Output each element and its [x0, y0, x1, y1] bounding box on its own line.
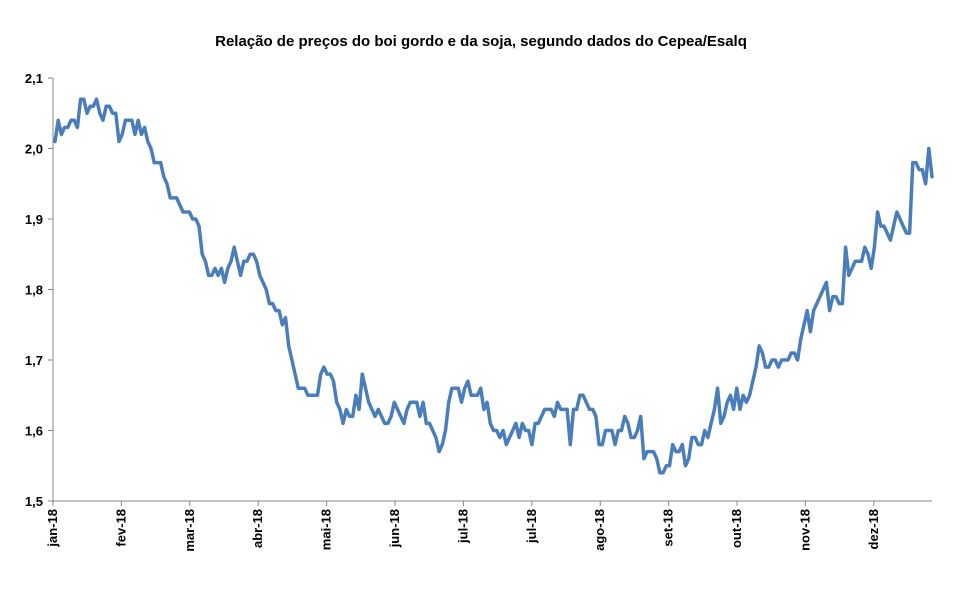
chart-title: Relação de preços do boi gordo e da soja… — [215, 33, 747, 50]
x-tick-label: abr-18 — [250, 509, 265, 548]
x-tick-label: ago-18 — [592, 509, 607, 551]
x-tick-label: mar-18 — [182, 509, 197, 552]
x-tick-label: jul-18 — [524, 509, 539, 544]
y-tick-label: 1,8 — [25, 283, 43, 298]
series-line — [53, 97, 934, 475]
y-tick-label: 1,7 — [25, 353, 43, 368]
x-tick-label: jun-18 — [387, 509, 402, 548]
x-tick-label: fev-18 — [113, 509, 128, 547]
x-tick-label: jul-18 — [455, 509, 470, 544]
y-tick-label: 2,0 — [25, 142, 43, 157]
x-tick-label: out-18 — [729, 509, 744, 548]
x-tick-label: mai-18 — [319, 509, 334, 550]
y-tick-label: 1,9 — [25, 212, 43, 227]
y-tick-label: 1,5 — [25, 494, 43, 509]
x-tick-label: set-18 — [661, 509, 676, 547]
plot-area — [53, 97, 934, 475]
y-tick-label: 2,1 — [25, 71, 43, 86]
y-axis: 2,1 2,0 1,9 1,8 1,7 1,6 1,5 — [25, 71, 54, 509]
x-tick-label: dez-18 — [866, 509, 881, 549]
x-axis: jan-18 fev-18 mar-18 abr-18 mai-18 jun-18 jul-… — [45, 500, 932, 552]
x-tick-label: jan-18 — [45, 509, 60, 548]
y-tick-label: 1,6 — [25, 424, 43, 439]
x-tick-label: nov-18 — [797, 509, 812, 551]
